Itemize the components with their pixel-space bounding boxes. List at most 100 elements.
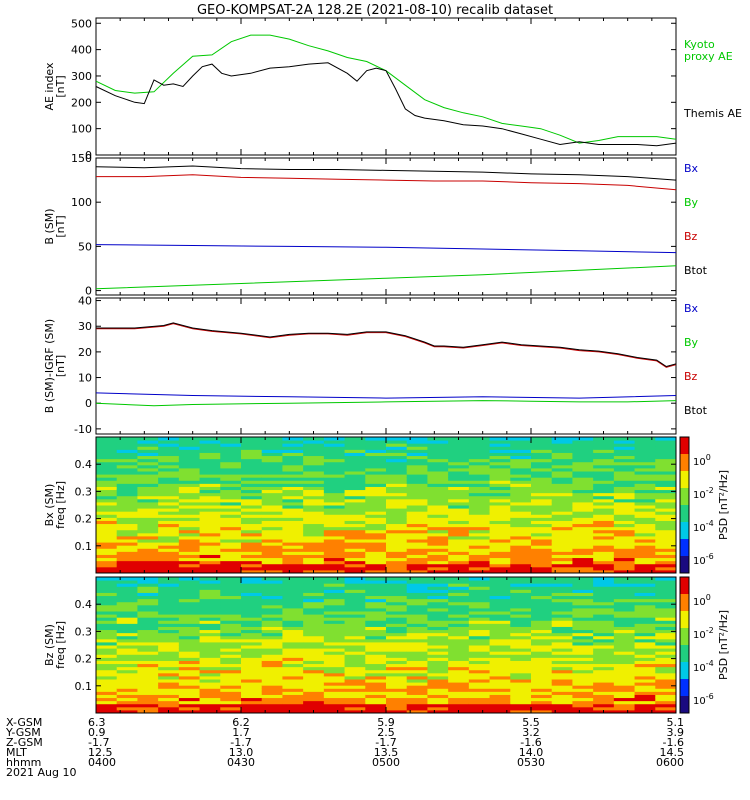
panel-3: -10 0 10 20 30 40 B (SM)-IGRF (SM)[nT] Bx By Bz Bt… xyxy=(43,295,708,436)
ephemeris-row-label: Y-GSM xyxy=(6,726,41,739)
ephemeris-value: 5.9 xyxy=(377,716,395,729)
ephemeris-value: -1.7 xyxy=(230,736,252,749)
figure-title: GEO-KOMPSAT-2A 128.2E (2021-08-10) recal… xyxy=(197,3,553,18)
y-tick-label: 300 xyxy=(71,70,92,83)
plot-frame xyxy=(95,157,677,296)
series-line-btot xyxy=(96,322,677,368)
ephemeris-value: 0500 xyxy=(372,756,400,769)
ephemeris-value: 1.7 xyxy=(232,726,250,739)
colorbar-tick-label: 10-6 xyxy=(693,552,714,567)
y-axis-label: Bx (SM)freq [Hz] xyxy=(43,481,67,529)
ephemeris-value: -1.7 xyxy=(88,736,110,749)
y-tick-label: 50 xyxy=(78,240,92,253)
y-tick-label: 100 xyxy=(71,196,92,209)
y-tick-label: 0.1 xyxy=(75,540,93,553)
ephemeris-row-label: hhmm xyxy=(6,756,42,769)
colorbar-tick-label: 100 xyxy=(693,453,711,468)
y-tick-label: 0.2 xyxy=(75,513,93,526)
ephemeris-value: 12.5 xyxy=(88,746,113,759)
y-axis-label: Bz (SM)freq [Hz] xyxy=(43,621,67,669)
colorbar-tick-label: 10-6 xyxy=(693,692,714,707)
y-tick-label: 20 xyxy=(78,346,92,359)
ephemeris-value: 0530 xyxy=(517,756,545,769)
colorbar-tick-label: 10-2 xyxy=(693,626,714,641)
ephemeris-value: 14.5 xyxy=(659,746,685,759)
ephemeris-value: 0.9 xyxy=(88,726,106,739)
y-tick-label: 0.4 xyxy=(75,598,93,611)
y-tick-label: 400 xyxy=(71,44,92,57)
ephemeris-value: 6.3 xyxy=(88,716,106,729)
colorbar-tick-label: 100 xyxy=(693,593,711,608)
ephemeris-value: 3.2 xyxy=(522,726,540,739)
colorbar-tick-label: 10-2 xyxy=(693,486,714,501)
y-tick-label: 0.2 xyxy=(75,653,93,666)
ephemeris-value: -1.7 xyxy=(375,736,397,749)
ephemeris-value: 13.5 xyxy=(373,746,399,759)
panel-1: 0 100 200 300 400 500 AE index[nT] Kyoto proxy A… xyxy=(43,17,742,162)
y-axis-label: B (SM)[nT] xyxy=(43,208,67,244)
y-tick-label: 10 xyxy=(78,372,92,385)
series-line-bz xyxy=(96,174,677,191)
ephemeris-value: 13.0 xyxy=(228,746,254,759)
series-line-bz xyxy=(96,323,677,368)
y-tick-label: 500 xyxy=(71,17,92,30)
colorbar-tick-label: 10-4 xyxy=(693,659,714,674)
panel-2: 0 50 100 150 B (SM)[nT] Bx By Bz Btot xyxy=(43,152,708,298)
ephemeris-value: 0400 xyxy=(88,756,116,769)
series-line-btot xyxy=(95,165,677,181)
ephemeris-value: 5.5 xyxy=(522,716,540,729)
y-tick-label: 0 xyxy=(85,285,92,298)
ephemeris-date: 2021 Aug 10 xyxy=(6,766,77,779)
ephemeris-value: -1.6 xyxy=(520,736,542,749)
series-line-bx xyxy=(95,244,677,254)
y-axis-label: B (SM)-IGRF (SM)[nT] xyxy=(43,319,67,413)
legend-label: Bx xyxy=(684,162,699,175)
legend-label: Bx xyxy=(684,302,699,315)
y-tick-label: 0 xyxy=(85,397,92,410)
y-tick-label: 0.3 xyxy=(75,485,93,498)
series-line-kyoto-proxy-ae xyxy=(95,34,677,144)
y-tick-label: 0.1 xyxy=(75,680,93,693)
ephemeris-value: -1.6 xyxy=(662,736,684,749)
legend-label: By xyxy=(684,196,699,209)
ephemeris-value: 14.0 xyxy=(518,746,544,759)
ephemeris-value: 0600 xyxy=(656,756,684,769)
y-tick-label: 0.4 xyxy=(75,458,93,471)
plot-frame xyxy=(95,297,677,435)
series-line-themis-ae xyxy=(95,62,677,147)
y-tick-label: 150 xyxy=(71,152,92,165)
ephemeris-row-label: X-GSM xyxy=(6,716,43,729)
ephemeris-value: 0430 xyxy=(227,756,255,769)
legend-label: Bz xyxy=(684,230,698,243)
y-tick-label: 200 xyxy=(71,96,92,109)
series-line-by xyxy=(95,400,677,407)
legend-label: Btot xyxy=(684,264,708,277)
series-line-bx xyxy=(95,392,677,399)
y-axis-label: AE index[nT] xyxy=(43,62,67,111)
legend-label: Bz xyxy=(684,370,698,383)
series-line-by xyxy=(95,265,677,290)
legend-label: Btot xyxy=(684,404,708,417)
ephemeris-value: 3.9 xyxy=(666,726,685,739)
y-tick-label: 30 xyxy=(78,320,92,333)
y-tick-label: -10 xyxy=(74,423,92,436)
legend-label: Themis AE xyxy=(683,107,742,120)
colorbar-label: PSD [nT²/Hz] xyxy=(717,610,730,680)
y-tick-label: 0.3 xyxy=(75,625,93,638)
colorbar-tick-label: 10-4 xyxy=(693,519,714,534)
ephemeris-value: 5.1 xyxy=(666,716,685,729)
legend-label: Kyoto proxy AE xyxy=(684,38,733,63)
ephemeris-row-label: Z-GSM xyxy=(6,736,43,749)
ephemeris-row-label: MLT xyxy=(6,746,27,759)
colorbar-label: PSD [nT²/Hz] xyxy=(717,470,730,540)
legend-label: By xyxy=(684,336,699,349)
ephemeris-value: 2.5 xyxy=(377,726,395,739)
ephemeris-value: 6.2 xyxy=(232,716,250,729)
y-tick-label: 40 xyxy=(78,295,92,308)
